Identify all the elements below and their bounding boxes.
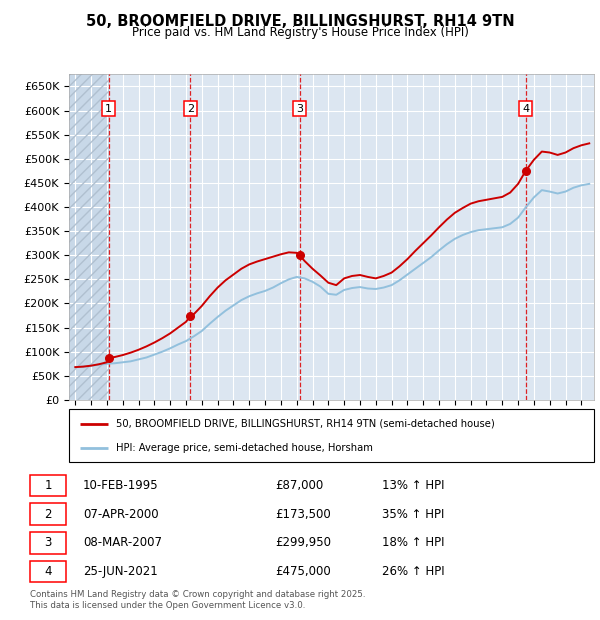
- Text: HPI: Average price, semi-detached house, Horsham: HPI: Average price, semi-detached house,…: [116, 443, 373, 453]
- Text: £173,500: £173,500: [275, 508, 331, 521]
- Text: 2: 2: [187, 104, 194, 113]
- Text: 4: 4: [522, 104, 529, 113]
- Text: 2: 2: [44, 508, 52, 521]
- Text: £475,000: £475,000: [275, 565, 331, 578]
- FancyBboxPatch shape: [30, 532, 66, 554]
- Text: 13% ↑ HPI: 13% ↑ HPI: [382, 479, 444, 492]
- Text: Contains HM Land Registry data © Crown copyright and database right 2025.
This d: Contains HM Land Registry data © Crown c…: [30, 590, 365, 609]
- Bar: [69, 74, 109, 400]
- FancyBboxPatch shape: [30, 560, 66, 582]
- Text: 3: 3: [44, 536, 52, 549]
- Text: 50, BROOMFIELD DRIVE, BILLINGSHURST, RH14 9TN: 50, BROOMFIELD DRIVE, BILLINGSHURST, RH1…: [86, 14, 514, 29]
- Text: £299,950: £299,950: [275, 536, 332, 549]
- Text: 18% ↑ HPI: 18% ↑ HPI: [382, 536, 444, 549]
- Text: 35% ↑ HPI: 35% ↑ HPI: [382, 508, 444, 521]
- Text: 25-JUN-2021: 25-JUN-2021: [83, 565, 158, 578]
- Text: 3: 3: [296, 104, 303, 113]
- Text: Price paid vs. HM Land Registry's House Price Index (HPI): Price paid vs. HM Land Registry's House …: [131, 26, 469, 39]
- Text: 50, BROOMFIELD DRIVE, BILLINGSHURST, RH14 9TN (semi-detached house): 50, BROOMFIELD DRIVE, BILLINGSHURST, RH1…: [116, 419, 495, 429]
- Text: 26% ↑ HPI: 26% ↑ HPI: [382, 565, 444, 578]
- FancyBboxPatch shape: [69, 409, 594, 462]
- Text: 10-FEB-1995: 10-FEB-1995: [83, 479, 158, 492]
- FancyBboxPatch shape: [30, 503, 66, 525]
- Text: 1: 1: [44, 479, 52, 492]
- Text: 08-MAR-2007: 08-MAR-2007: [83, 536, 162, 549]
- Bar: [69, 74, 109, 400]
- Text: 1: 1: [105, 104, 112, 113]
- Text: 4: 4: [44, 565, 52, 578]
- Text: 07-APR-2000: 07-APR-2000: [83, 508, 158, 521]
- Text: £87,000: £87,000: [275, 479, 324, 492]
- FancyBboxPatch shape: [30, 475, 66, 497]
